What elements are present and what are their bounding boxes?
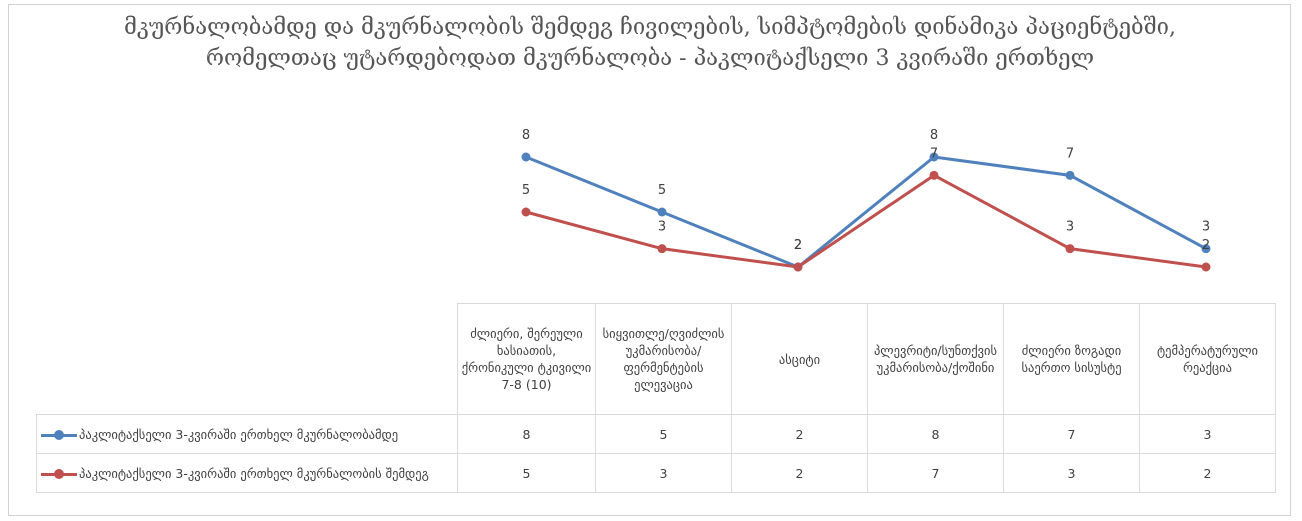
series-line-1	[525, 173, 1207, 269]
data-label: 7	[930, 146, 938, 161]
category-label: პლევრიტი/სუნთქვის უკმარისობა/ქოშინი	[867, 303, 1004, 415]
chart-title: მკურნალობამდე და მკურნალობის შემდეგ ჩივი…	[124, 15, 1176, 71]
data-label: 2	[794, 238, 802, 253]
data-point	[793, 262, 803, 272]
data-label: 3	[1202, 220, 1210, 235]
data-point	[1065, 244, 1075, 254]
data-point	[1201, 262, 1211, 272]
series-name-after: პაკლიტაქსელი 3-კვირაში ერთხელ მკურნალობი…	[79, 465, 429, 481]
table-row: პაკლიტაქსელი 3-კვირაში ერთხელ მკურნალობი…	[36, 453, 1276, 493]
data-label: 2	[1202, 238, 1210, 253]
data-point	[1201, 244, 1211, 254]
table-cell: 3	[595, 453, 732, 493]
data-point	[521, 207, 531, 217]
table-cell: 5	[595, 414, 732, 454]
data-label: 7	[1066, 146, 1074, 161]
legend-key-after	[41, 469, 77, 479]
data-point	[929, 152, 939, 162]
data-label: 2	[794, 238, 802, 253]
table-cell: 5	[457, 453, 596, 493]
data-point	[657, 244, 667, 254]
data-table: ძლიერი, შერეული ხასიათის, ქრონიკული ტკივ…	[36, 303, 1276, 493]
category-label: სიყვითლე/ღვიძლის უკმარისობა/ფერმენტების …	[595, 303, 732, 415]
table-cell: 8	[867, 414, 1004, 454]
data-point	[1065, 170, 1075, 180]
data-label: 8	[522, 128, 530, 143]
data-label: 8	[930, 128, 938, 143]
table-cell: 8	[457, 414, 596, 454]
category-label: ძლიერი ზოგადი საერთო სისუსტე	[1003, 303, 1140, 415]
table-cell: 7	[867, 453, 1004, 493]
series-label-before: პაკლიტაქსელი 3-კვირაში ერთხელ მკურნალობა…	[36, 414, 458, 454]
category-label: ძლიერი, შერეული ხასიათის, ქრონიკული ტკივ…	[457, 303, 596, 415]
data-label: 5	[522, 183, 530, 198]
table-cell: 2	[731, 414, 868, 454]
table-cell: 3	[1003, 453, 1140, 493]
category-label: ასციტი	[731, 303, 868, 415]
table-cell: 2	[1139, 453, 1276, 493]
series-name-before: პაკლიტაქსელი 3-კვირაში ერთხელ მკურნალობა…	[79, 426, 399, 442]
table-cell: 3	[1139, 414, 1276, 454]
table-row: პაკლიტაქსელი 3-კვირაში ერთხელ მკურნალობა…	[36, 414, 1276, 454]
category-label: ტემპერატურული რეაქცია	[1139, 303, 1276, 415]
data-label: 3	[658, 220, 666, 235]
table-cell: 2	[731, 453, 868, 493]
data-label: 3	[1066, 220, 1074, 235]
series-line-0	[525, 155, 1207, 269]
data-label: 5	[658, 183, 666, 198]
data-point	[929, 170, 939, 180]
table-corner	[36, 303, 458, 415]
data-point	[657, 207, 667, 217]
data-point	[521, 152, 531, 162]
table-cell: 7	[1003, 414, 1140, 454]
series-label-after: პაკლიტაქსელი 3-კვირაში ერთხელ მკურნალობი…	[36, 453, 458, 493]
legend-key-before	[41, 430, 77, 440]
